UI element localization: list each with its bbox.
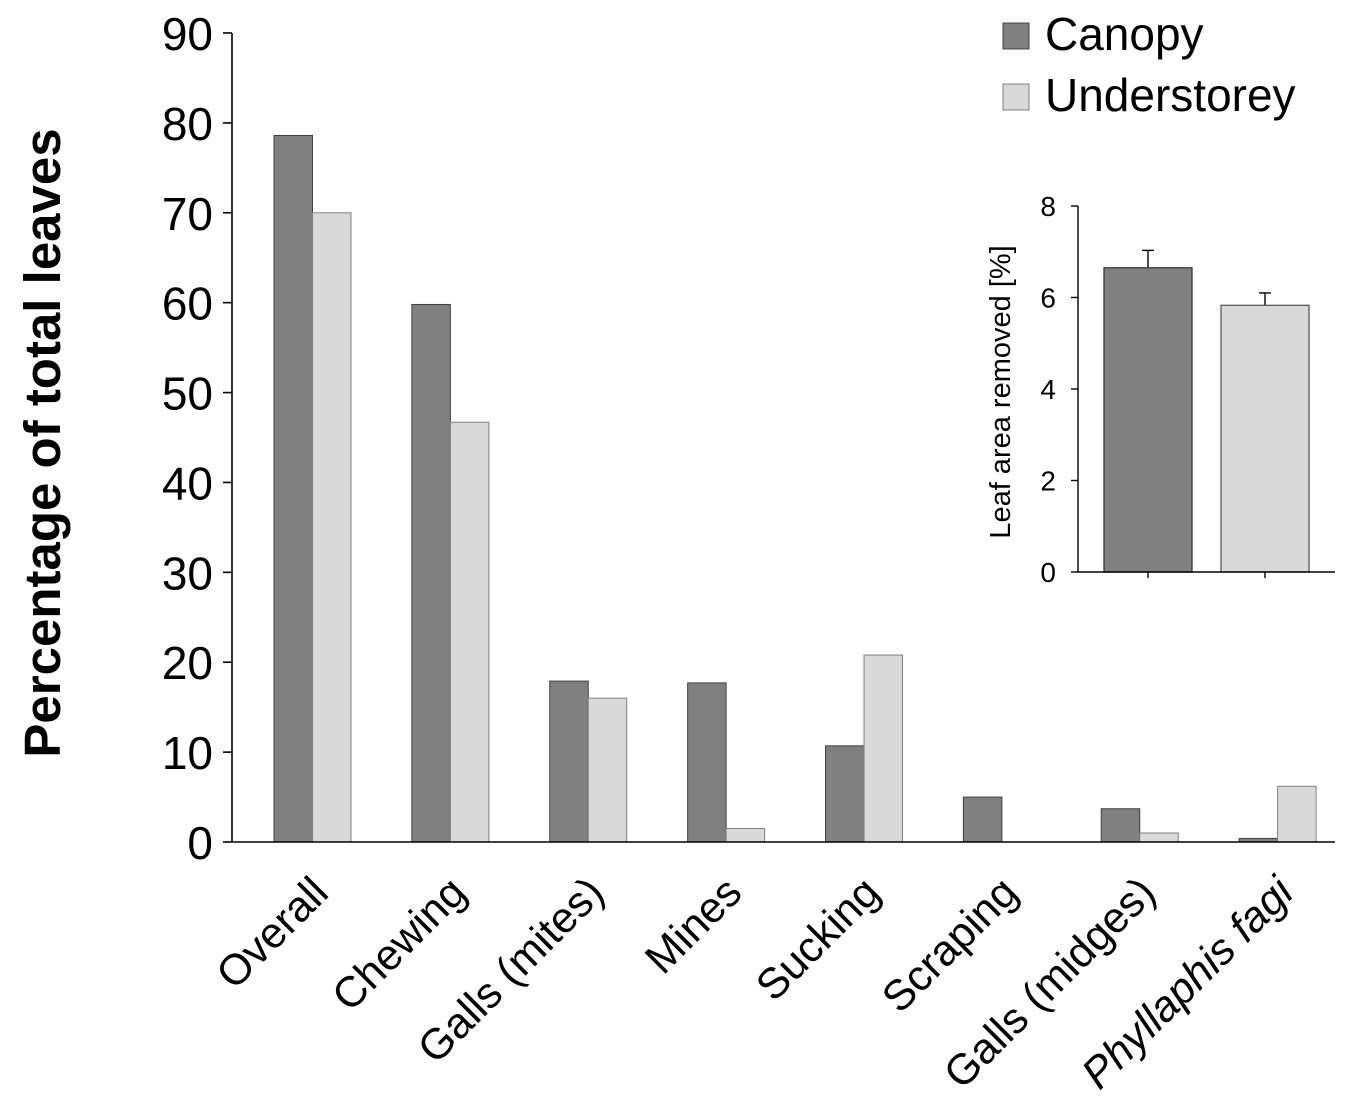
inset-chart: 0 2 4 6 8 Leaf area removed [%]	[985, 191, 1335, 588]
x-tick-label-sucking: Sucking	[747, 868, 889, 1010]
bar-canopy-overall	[273, 134, 313, 843]
bar-understorey-phyllaphis-fagi	[1277, 785, 1317, 843]
inset-y-tick-label-6: 6	[1040, 283, 1056, 314]
inset-y-tick-label-2: 2	[1040, 466, 1056, 497]
main-y-ticks: 0 10 20 30 40 50 60 70 80 90	[162, 8, 232, 869]
bar-canopy-chewing	[411, 303, 451, 843]
main-y-axis-title: Percentage of total leaves	[14, 128, 71, 757]
inset-y-axis-title: Leaf area removed [%]	[985, 245, 1017, 538]
bar-understorey-mines	[725, 828, 766, 843]
x-tick-label-mines: Mines	[636, 868, 751, 983]
main-y-tick-label-70: 70	[162, 188, 213, 240]
bar-canopy-galls-midges	[1100, 808, 1141, 843]
main-y-tick-label-40: 40	[162, 457, 213, 509]
inset-y-ticks: 0 2 4 6 8	[1040, 191, 1078, 588]
main-y-tick-label-50: 50	[162, 368, 213, 420]
inset-y-tick-label-0: 0	[1040, 557, 1056, 588]
main-y-tick-label-20: 20	[162, 637, 213, 689]
bar-understorey-galls-midges	[1139, 832, 1179, 843]
legend-label-canopy: Canopy	[1045, 8, 1204, 60]
legend-swatch-understorey	[1002, 83, 1030, 111]
main-y-tick-label-90: 90	[162, 8, 213, 60]
inset-bar-canopy	[1103, 267, 1193, 573]
main-y-tick-label-60: 60	[162, 278, 213, 330]
legend: Canopy Understorey	[1002, 8, 1296, 121]
bar-understorey-galls-mites	[587, 697, 628, 843]
inset-y-tick-label-4: 4	[1040, 374, 1056, 405]
legend-label-understorey: Understorey	[1045, 69, 1296, 121]
main-y-tick-label-80: 80	[162, 98, 213, 150]
inset-y-tick-label-8: 8	[1040, 191, 1056, 222]
bar-understorey-overall	[312, 212, 352, 843]
bar-canopy-sucking	[825, 745, 865, 843]
main-y-tick-label-30: 30	[162, 547, 213, 599]
legend-swatch-canopy	[1002, 22, 1030, 50]
x-tick-label-overall: Overall	[207, 868, 337, 998]
main-bars	[273, 134, 1317, 843]
bar-canopy-galls-mites	[549, 680, 589, 843]
bar-canopy-scraping	[962, 796, 1003, 843]
inset-bar-understorey	[1220, 304, 1310, 573]
bar-understorey-chewing	[449, 421, 490, 843]
bar-understorey-sucking	[863, 654, 903, 843]
bar-canopy-mines	[687, 682, 727, 843]
main-y-tick-label-10: 10	[162, 727, 213, 779]
main-y-tick-label-0: 0	[187, 817, 213, 869]
inset-bars	[1103, 249, 1310, 578]
